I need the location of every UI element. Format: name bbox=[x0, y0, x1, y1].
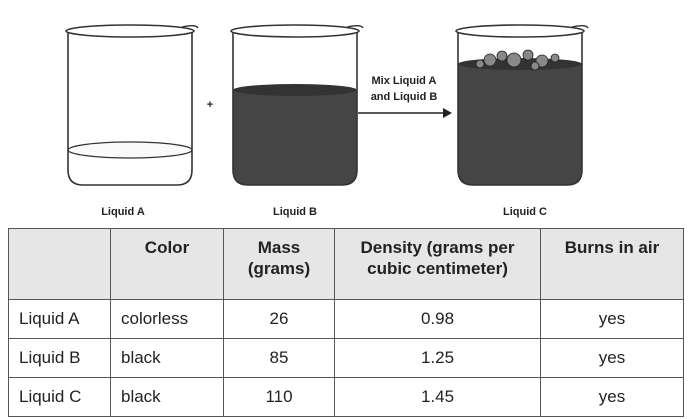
header-row: Color Mass (grams) Density (grams per cu… bbox=[8, 228, 684, 300]
diagram: + Mix Liquid A and Liquid B Liquid A Liq… bbox=[65, 24, 589, 218]
table-cell: yes bbox=[540, 338, 684, 378]
header-cell: Mass (grams) bbox=[223, 228, 335, 300]
table-cell: 1.25 bbox=[334, 338, 541, 378]
table-cell: black bbox=[110, 377, 224, 417]
beaker-c bbox=[455, 24, 589, 186]
arrow-label: and Liquid B bbox=[371, 91, 438, 103]
header-cell: Color bbox=[110, 228, 224, 300]
table-cell: 0.98 bbox=[334, 299, 541, 339]
arrow-label: Mix Liquid A bbox=[372, 75, 437, 87]
table-cell: 1.45 bbox=[334, 377, 541, 417]
table-cell: colorless bbox=[110, 299, 224, 339]
row-label: Liquid B bbox=[8, 338, 111, 378]
arrow-head bbox=[443, 108, 452, 118]
header-cell bbox=[8, 228, 111, 300]
beaker-label: Liquid C bbox=[503, 206, 547, 218]
row-label: Liquid C bbox=[8, 377, 111, 417]
table-cell: 110 bbox=[223, 377, 335, 417]
table-cell: 85 bbox=[223, 338, 335, 378]
table-cell: black bbox=[110, 338, 224, 378]
plus-sign: + bbox=[207, 99, 213, 111]
table-cell: yes bbox=[540, 377, 684, 417]
table-cell: 26 bbox=[223, 299, 335, 339]
header-cell: Burns in air bbox=[540, 228, 684, 300]
beaker-label: Liquid B bbox=[273, 206, 317, 218]
row-label: Liquid A bbox=[8, 299, 111, 339]
data-table: Color Mass (grams) Density (grams per cu… bbox=[8, 228, 684, 417]
beaker-label: Liquid A bbox=[101, 206, 145, 218]
header-cell: Density (grams per cubic centimeter) bbox=[334, 228, 541, 300]
beaker-a bbox=[65, 24, 199, 186]
beaker-b bbox=[230, 24, 364, 186]
table-cell: yes bbox=[540, 299, 684, 339]
